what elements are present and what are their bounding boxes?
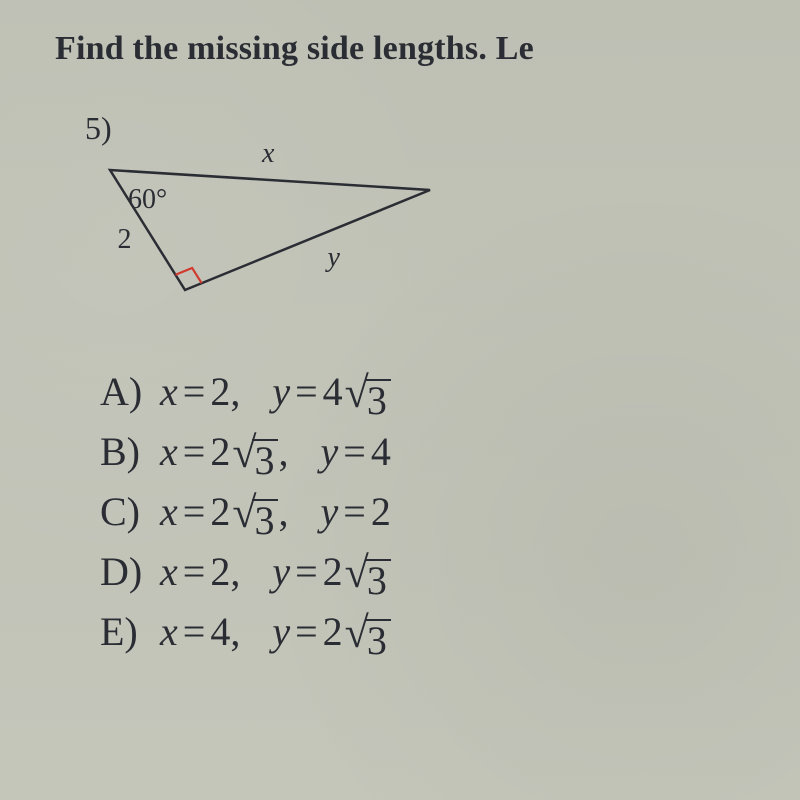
instruction-text: Find the missing side lengths. Le (55, 30, 534, 68)
option-letter: C) (100, 485, 160, 539)
sqrt-expression: √3 (232, 496, 278, 538)
answer-option: E)x=4, y=2√3 (100, 605, 391, 659)
option-letter: D) (100, 545, 160, 599)
answer-option: A)x=2, y=4√3 (100, 365, 391, 419)
label-angle-60: 60° (128, 184, 167, 216)
triangle-diagram: x y 60° 2 (70, 140, 470, 340)
answer-options: A)x=2, y=4√3 B)x=2√3, y=4 C)x=2√3, y=2 D)x=… (100, 365, 391, 665)
sqrt-expression: √3 (345, 556, 391, 598)
worksheet-page: Find the missing side lengths. Le 5) x y… (0, 0, 800, 800)
label-side-2: 2 (118, 224, 132, 256)
option-letter: B) (100, 425, 160, 479)
sqrt-expression: √3 (345, 616, 391, 658)
sqrt-expression: √3 (345, 376, 391, 418)
option-letter: A) (100, 365, 160, 419)
label-x: x (262, 138, 274, 170)
answer-option: D)x=2, y=2√3 (100, 545, 391, 599)
answer-option: B)x=2√3, y=4 (100, 425, 391, 479)
label-y: y (328, 242, 340, 274)
answer-option: C)x=2√3, y=2 (100, 485, 391, 539)
option-letter: E) (100, 605, 160, 659)
sqrt-expression: √3 (232, 436, 278, 478)
